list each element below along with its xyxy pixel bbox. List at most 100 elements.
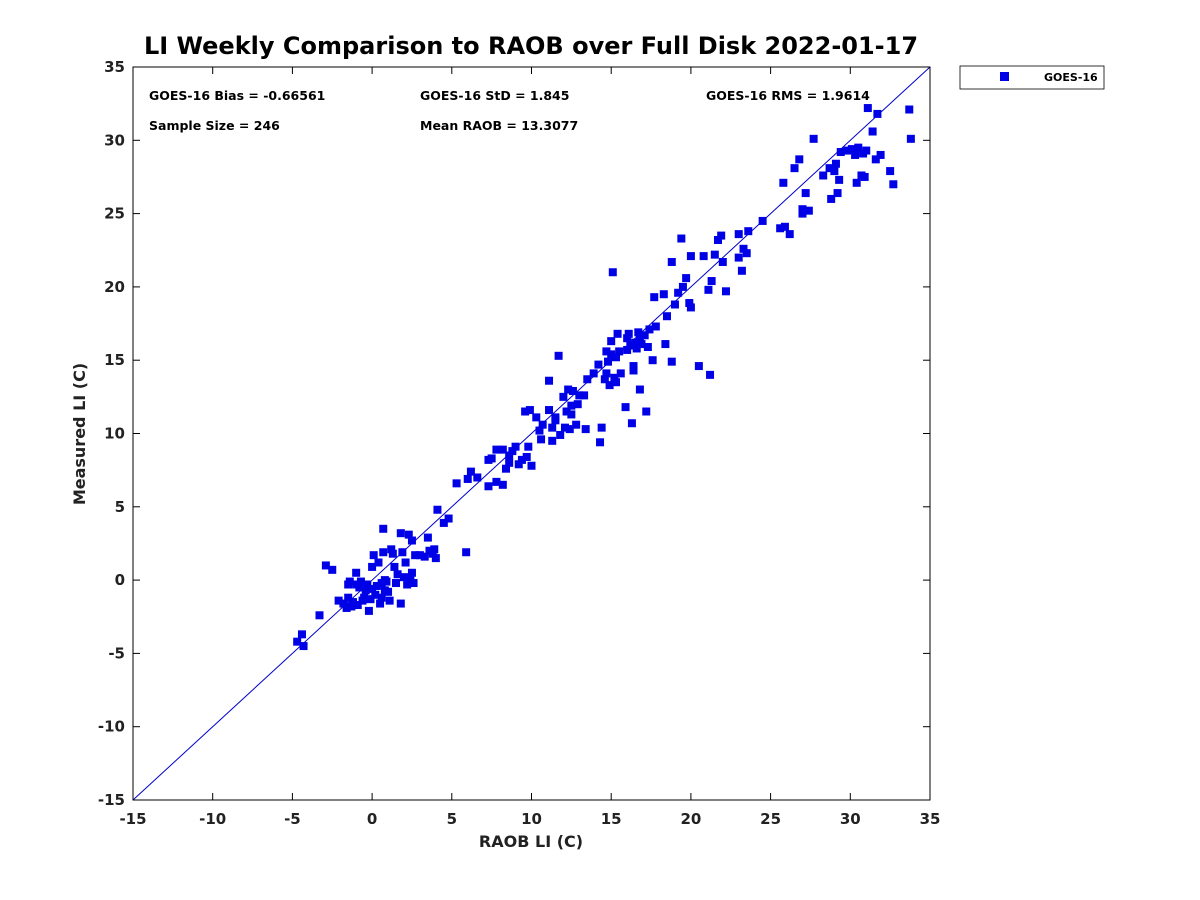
x-tick-label: 10 <box>521 810 542 828</box>
data-point <box>661 340 670 349</box>
data-point <box>623 345 632 354</box>
data-point <box>514 460 523 469</box>
data-point <box>355 583 364 592</box>
data-point <box>379 524 388 533</box>
data-point <box>604 357 613 366</box>
data-point <box>364 606 373 615</box>
y-axis-ticks: -15 -10 -5 0 5 10 15 20 25 30 35 <box>98 58 930 809</box>
data-point <box>645 325 654 334</box>
data-point <box>560 423 569 432</box>
x-tick-label: 25 <box>760 810 781 828</box>
data-point <box>611 378 620 387</box>
data-point <box>798 209 807 218</box>
data-point <box>648 356 657 365</box>
data-point <box>527 461 536 470</box>
data-point <box>600 375 609 384</box>
data-point <box>629 366 638 375</box>
data-point <box>356 577 365 586</box>
data-point <box>498 480 507 489</box>
x-tick-label: -15 <box>119 810 146 828</box>
data-point <box>573 400 582 409</box>
chart-title: LI Weekly Comparison to RAOB over Full D… <box>144 32 918 60</box>
data-point <box>863 104 872 113</box>
data-point <box>399 573 408 582</box>
data-point <box>462 548 471 557</box>
data-point <box>473 473 482 482</box>
data-point <box>401 558 410 567</box>
data-point <box>682 274 691 283</box>
data-point <box>545 406 554 415</box>
data-point <box>524 442 533 451</box>
data-point <box>825 164 834 173</box>
data-point <box>556 430 565 439</box>
data-point <box>640 331 649 340</box>
data-point <box>836 148 845 157</box>
data-point <box>607 337 616 346</box>
data-point <box>532 413 541 422</box>
data-point <box>670 300 679 309</box>
data-point <box>583 375 592 384</box>
data-point <box>567 410 576 419</box>
data-point <box>795 155 804 164</box>
data-point <box>392 579 401 588</box>
data-point <box>886 167 895 176</box>
data-point <box>404 530 413 539</box>
data-point <box>699 252 708 261</box>
stat-bias: GOES-16 Bias = -0.66561 <box>149 88 325 103</box>
data-point <box>406 574 415 583</box>
data-point <box>368 562 377 571</box>
data-point <box>611 353 620 362</box>
data-point <box>801 189 810 198</box>
stat-std: GOES-16 StD = 1.845 <box>420 88 569 103</box>
legend-label: GOES-16 <box>1044 71 1098 84</box>
x-tick-label: 15 <box>601 810 622 828</box>
x-tick-label: -10 <box>199 810 226 828</box>
y-tick-label: 20 <box>104 278 125 296</box>
data-point <box>348 598 357 607</box>
data-point <box>352 568 361 577</box>
data-point <box>347 602 356 611</box>
data-point <box>567 401 576 410</box>
y-axis-label: Measured LI (C) <box>70 363 89 505</box>
data-point <box>602 347 611 356</box>
data-point <box>517 455 526 464</box>
data-point <box>819 171 828 180</box>
data-point <box>905 105 914 114</box>
data-point <box>505 451 514 460</box>
reference-line-group <box>132 66 931 801</box>
data-point <box>492 445 501 454</box>
data-point <box>710 250 719 259</box>
data-point <box>627 419 636 428</box>
data-point <box>559 392 568 401</box>
data-point <box>637 340 646 349</box>
data-point <box>466 467 475 476</box>
data-point <box>634 328 643 337</box>
data-point <box>621 403 630 412</box>
data-point <box>371 590 380 599</box>
data-point <box>685 299 694 308</box>
data-point <box>780 222 789 231</box>
data-point <box>562 407 571 416</box>
data-point <box>297 630 306 639</box>
data-point <box>580 391 589 400</box>
data-point <box>785 230 794 239</box>
data-point <box>369 551 378 560</box>
data-point <box>484 482 493 491</box>
data-point <box>704 285 713 294</box>
data-point <box>382 577 391 586</box>
data-point <box>315 611 324 620</box>
data-point <box>776 224 785 233</box>
data-point <box>521 407 530 416</box>
data-point <box>430 545 439 554</box>
data-point <box>388 549 397 558</box>
data-point <box>602 369 611 378</box>
data-point <box>420 552 429 561</box>
data-point <box>565 425 574 434</box>
data-point <box>415 551 424 560</box>
data-point <box>889 180 898 189</box>
data-point <box>568 386 577 395</box>
data-point <box>616 369 625 378</box>
data-point <box>707 277 716 286</box>
data-point <box>342 603 351 612</box>
data-point <box>372 581 381 590</box>
